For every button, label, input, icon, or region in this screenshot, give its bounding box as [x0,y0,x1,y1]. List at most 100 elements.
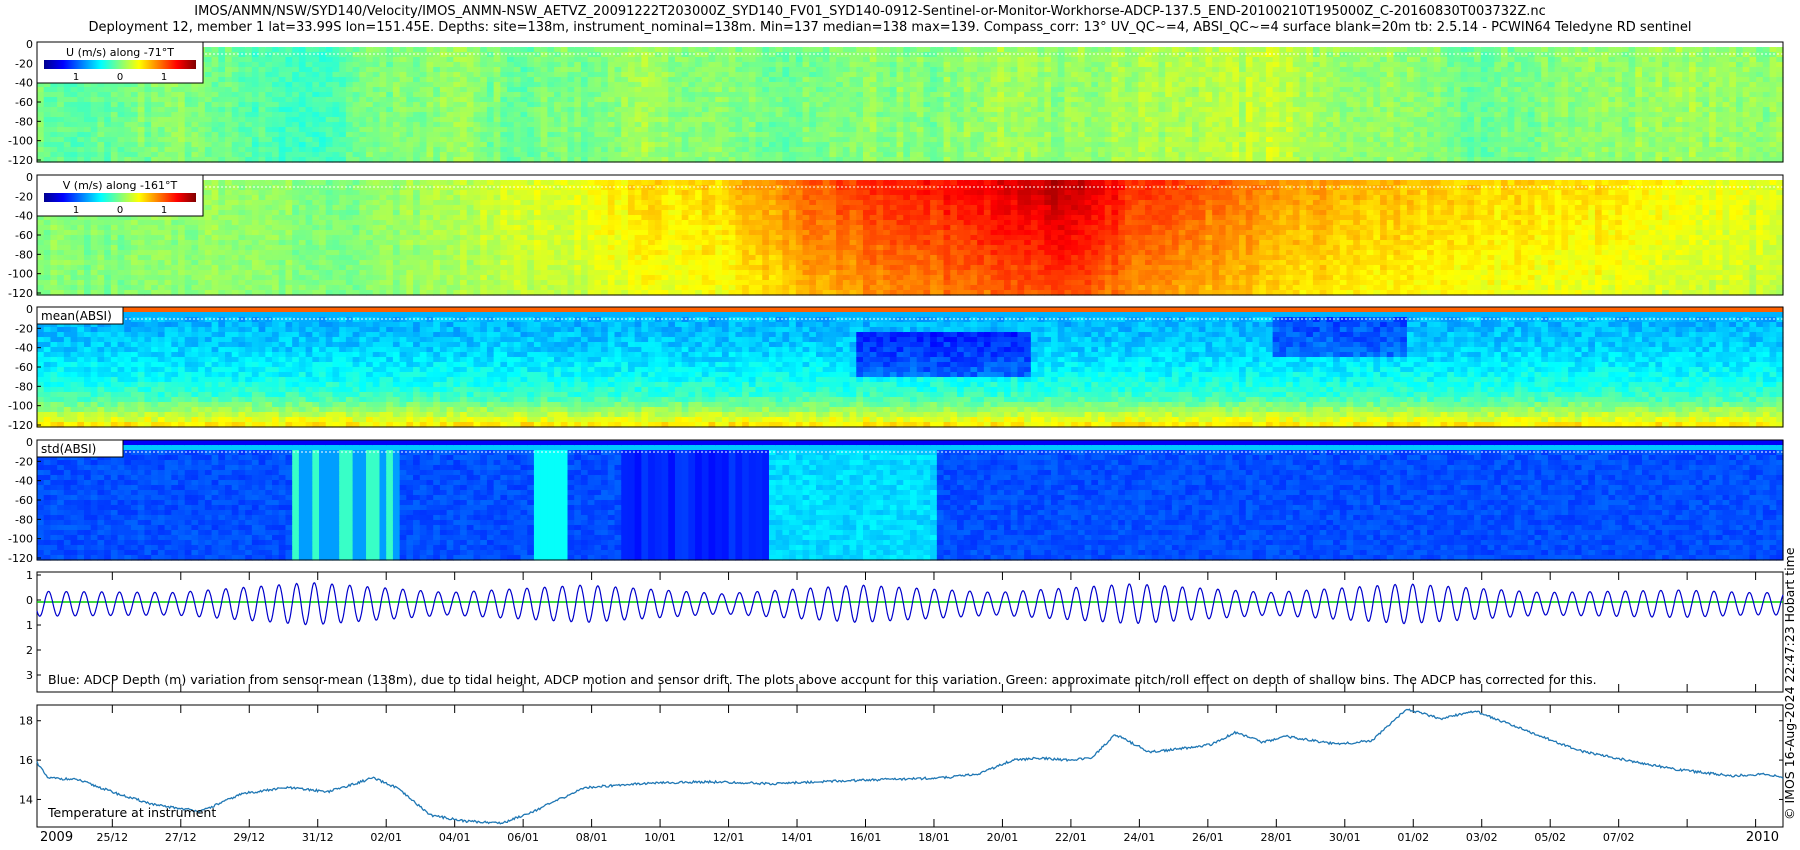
figure-title-line-1: IMOS/ANMN/NSW/SYD140/Velocity/IMOS_ANMN-… [0,4,1770,19]
u-velocity-y-axis: 0 -20 -40 -60 -80 -100 -120 [8,38,41,167]
y-tick-label: -60 [15,494,33,507]
x-tick-label: 26/01 [1192,831,1224,844]
colorbar-tick-label: 0 [117,72,123,83]
colorbar-tick-label: 1 [161,72,167,83]
y-tick-label: -100 [8,268,33,281]
y-tick-label: 0 [26,436,33,449]
temperature-x-axis: 25/12 27/12 29/12 31/12 02/01 04/01 06/01 08/01… [96,705,1757,844]
y-tick-label: -60 [15,229,33,242]
colorbar-tick-label: 1 [161,205,167,216]
mean-absi-heatmap [37,307,1784,428]
y-tick-label: -100 [8,533,33,546]
x-tick-label: 10/01 [644,831,676,844]
x-tick-label: 02/01 [370,831,402,844]
depth-variation-panel: 1 0 1 2 3 Blue: ADCP Depth (m) variation fro… [26,569,1784,693]
y-tick-label: -120 [8,154,33,167]
x-tick-label: 27/12 [165,831,197,844]
x-tick-label: 29/12 [233,831,265,844]
y-tick-label: -60 [15,361,33,374]
y-tick-label: 0 [26,171,33,184]
std-absi-panel: 0 -20 -40 -60 -80 -100 -120 std(ABSI) [8,436,1784,565]
x-tick-label: 04/01 [439,831,471,844]
y-tick-label: 16 [19,754,33,767]
temperature-y-axis: 14 16 18 [19,715,1783,806]
x-tick-label: 05/02 [1534,831,1566,844]
u-velocity-colorbar: U (m/s) along -71°T 1 0 1 [36,41,204,84]
y-tick-label: 0 [26,38,33,51]
colorbar-tick-label: 1 [73,205,79,216]
x-tick-label: 08/01 [576,831,608,844]
depth-variation-annotation: Blue: ADCP Depth (m) variation from sens… [48,672,1597,687]
panel-label-box [36,306,124,325]
colorbar-label: U (m/s) along -71°T [66,46,174,59]
depth-variation-x-ticks [111,572,1757,692]
y-tick-label: -100 [8,400,33,413]
x-tick-label: 14/01 [781,831,813,844]
panel-label-box [36,439,124,458]
y-tick-label: 0 [26,594,33,607]
temperature-panel: 14 16 18 25/12 27/12 29/12 31/12 02/01 04/01 06/… [19,704,1784,845]
x-tick-label: 31/12 [302,831,334,844]
x-tick-label: 06/01 [507,831,539,844]
x-tick-label: 12/01 [713,831,745,844]
depth-variation-frame [36,571,1784,693]
temperature-label: Temperature at instrument [47,805,216,820]
mean-absi-label: mean(ABSI) [41,309,112,323]
y-tick-label: -40 [15,210,33,223]
y-tick-label: -80 [15,513,33,526]
y-tick-label: 18 [19,715,33,728]
x-tick-label: 03/02 [1466,831,1498,844]
y-tick-label: -120 [8,419,33,432]
mean-absi-y-axis: 0 -20 -40 -60 -80 -100 -120 [8,303,41,432]
x-tick-label: 16/01 [850,831,882,844]
x-tick-label: 18/01 [918,831,950,844]
figure-title-line-2: Deployment 12, member 1 lat=33.99S lon=1… [0,20,1790,35]
colorbar-label: V (m/s) along -161°T [63,179,178,192]
x-axis-start-year: 2009 [40,830,73,845]
y-tick-label: 3 [26,669,33,682]
colorbar-gradient [44,193,196,202]
y-tick-label: -100 [8,135,33,148]
y-tick-label: -40 [15,342,33,355]
y-tick-label: -120 [8,552,33,565]
x-tick-label: 20/01 [987,831,1019,844]
x-tick-label: 24/01 [1124,831,1156,844]
std-absi-label: std(ABSI) [41,442,96,456]
v-velocity-y-axis: 0 -20 -40 -60 -80 -100 -120 [8,171,41,300]
u-velocity-heatmap [37,42,1784,163]
temperature-series-line [36,708,1784,825]
adcp-depth-series-line [36,582,1784,626]
x-tick-label: 01/02 [1397,831,1429,844]
y-tick-label: -20 [15,455,33,468]
y-tick-label: -20 [15,322,33,335]
x-axis-end-year: 2010 [1746,830,1779,845]
depth-variation-y-axis: 1 0 1 2 3 [26,569,41,682]
y-tick-label: -60 [15,96,33,109]
colorbar-tick-label: 1 [73,72,79,83]
x-tick-label: 25/12 [96,831,128,844]
y-tick-label: 1 [26,619,33,632]
x-tick-label: 22/01 [1055,831,1087,844]
colorbar-tick-label: 0 [117,205,123,216]
colorbar-gradient [44,60,196,69]
y-tick-label: -40 [15,475,33,488]
v-velocity-heatmap [37,175,1784,296]
y-tick-label: -40 [15,77,33,90]
y-tick-label: 2 [26,644,33,657]
y-tick-label: -80 [15,115,33,128]
y-tick-label: -20 [15,190,33,203]
x-tick-label: 07/02 [1603,831,1635,844]
temperature-frame [36,704,1784,828]
y-tick-label: 14 [19,793,33,806]
std-absi-y-axis: 0 -20 -40 -60 -80 -100 -120 [8,436,41,565]
mean-absi-panel: 0 -20 -40 -60 -80 -100 -120 mean(ABSI) [8,303,1784,432]
y-tick-label: -120 [8,287,33,300]
x-tick-label: 30/01 [1329,831,1361,844]
x-tick-label: 28/01 [1260,831,1292,844]
v-velocity-colorbar: V (m/s) along -161°T 1 0 1 [36,174,204,217]
y-tick-label: 1 [26,569,33,582]
y-tick-label: -20 [15,57,33,70]
v-velocity-panel: 0 -20 -40 -60 -80 -100 -120 V (m/s) along -161… [8,171,1784,300]
u-velocity-panel: 0 -20 -40 -60 -80 -100 -120 U (m/s) along -71°… [8,38,1784,167]
